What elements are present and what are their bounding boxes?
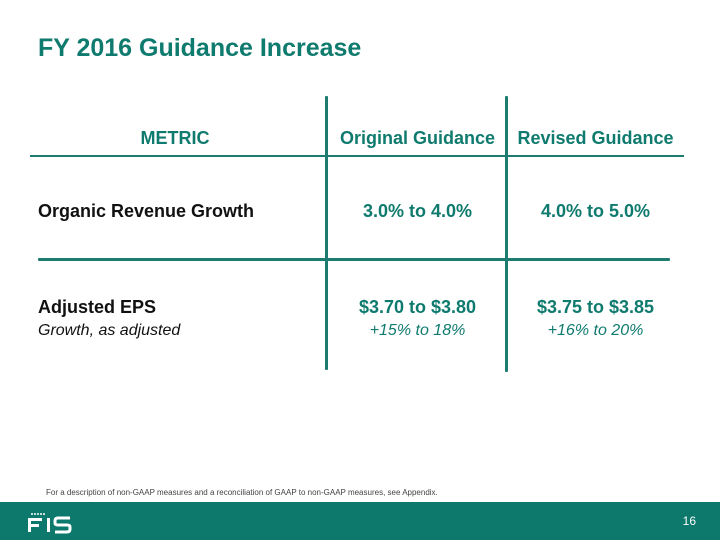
- header-revised-guidance: Revised Guidance: [517, 128, 674, 148]
- organic-revenue-original: 3.0% to 4.0%: [362, 201, 473, 221]
- adjusted-eps-revised: $3.75 to $3.85: [536, 297, 655, 317]
- adjusted-eps-revised-growth: +16% to 20%: [547, 322, 644, 339]
- adjusted-eps-original: $3.70 to $3.80: [358, 297, 477, 317]
- header-divider: [30, 155, 684, 157]
- header-metric: METRIC: [140, 128, 210, 148]
- adjusted-eps-original-growth: +15% to 18%: [369, 322, 466, 339]
- row-label-adjusted-eps: Adjusted EPS: [38, 297, 157, 317]
- footer-bar: 16: [0, 502, 720, 540]
- column-divider-2: [505, 96, 508, 372]
- footnote: For a description of non-GAAP measures a…: [46, 488, 438, 497]
- row-sublabel-growth: Growth, as adjusted: [38, 322, 181, 339]
- organic-revenue-revised: 4.0% to 5.0%: [540, 201, 651, 221]
- column-divider-1: [325, 96, 328, 370]
- page-title: FY 2016 Guidance Increase: [38, 34, 362, 62]
- fis-logo: [28, 513, 72, 534]
- header-original-guidance: Original Guidance: [339, 128, 496, 148]
- row-divider: [38, 258, 670, 261]
- row-label-organic-revenue-growth: Organic Revenue Growth: [38, 201, 255, 221]
- page-number: 16: [682, 514, 696, 528]
